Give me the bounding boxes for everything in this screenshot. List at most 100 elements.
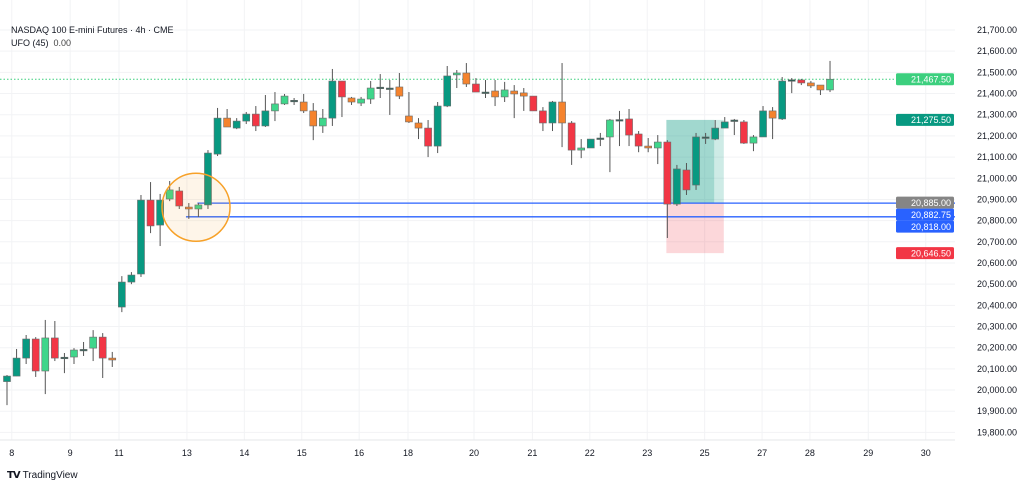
candle-body (204, 152, 212, 206)
candle-body (673, 168, 681, 205)
candle-body (376, 86, 385, 89)
candle-body (146, 199, 155, 227)
candle-body (79, 349, 88, 352)
price-axis-label: 20,300.00 (977, 322, 1017, 332)
candle-body (749, 136, 758, 144)
chart-legend: NASDAQ 100 E-mini Futures · 4h · CME UFO… (11, 24, 174, 50)
indicator-value: 0.00 (53, 38, 72, 48)
time-axis-label: 21 (527, 448, 537, 458)
indicator-name: UFO (45) (11, 38, 49, 48)
entry-price-tag: 20,885.00 (911, 198, 951, 208)
candle-body (271, 103, 279, 112)
horizontal-lines[interactable] (0, 78, 955, 218)
last-price-tag: 21,467.50 (911, 75, 951, 85)
time-axis[interactable]: 8 9 11 13 14 15 16 18 20 21 22 23 25 27 28 29 30 (9, 448, 930, 458)
time-axis-label: 29 (863, 448, 873, 458)
candle-body (452, 72, 461, 76)
candle-body (137, 199, 145, 275)
candle-body (347, 97, 356, 103)
candle-body (127, 274, 136, 283)
candle-body (89, 336, 97, 349)
candle-body (328, 80, 337, 119)
price-axis-label: 21,100.00 (977, 152, 1017, 162)
horizontal-line-tag: 20,818.00 (911, 222, 951, 232)
candle-body (252, 113, 260, 127)
candle-body (740, 121, 748, 144)
last-price-tag-bg (896, 73, 954, 86)
target-price-tag: 21,275.50 (911, 115, 951, 125)
price-axis-label: 21,500.00 (977, 67, 1017, 77)
circle-marker-shape[interactable] (161, 172, 231, 243)
candle-body (797, 79, 806, 84)
price-axis-label: 20,900.00 (977, 194, 1017, 204)
candle-body (816, 84, 825, 91)
candle-body (185, 206, 193, 210)
time-axis-label: 27 (757, 448, 767, 458)
candle-body (22, 338, 30, 359)
candle-body (424, 127, 432, 147)
price-axis-label: 21,400.00 (977, 89, 1017, 99)
horizontal-line-tag-bg (896, 220, 954, 233)
time-axis-label: 20 (469, 448, 479, 458)
candle-body (558, 101, 566, 124)
candle-body (596, 137, 605, 140)
candle-body (366, 87, 375, 100)
chart-grid (0, 0, 955, 441)
candle-body (778, 80, 786, 120)
candle-body (60, 356, 69, 360)
candle-body (12, 357, 21, 377)
candle-body (711, 127, 719, 140)
time-axis-label: 11 (114, 448, 123, 458)
horizontal-line-tag-bg (896, 208, 954, 221)
price-axis[interactable]: 21,700.00 21,600.00 21,500.00 21,400.00 21,3… (977, 25, 1017, 437)
price-axis-label: 20,100.00 (977, 364, 1017, 374)
candle-body (539, 110, 547, 124)
target-price-tag-bg (896, 113, 954, 126)
candle-body (481, 91, 490, 94)
candle-body (615, 119, 624, 122)
price-axis-label: 19,800.00 (977, 427, 1017, 437)
candle-body (405, 115, 413, 123)
indicator-legend[interactable]: UFO (45) 0.00 (11, 37, 174, 50)
candle-body (299, 101, 308, 112)
candle-body (663, 141, 672, 205)
symbol-title[interactable]: NASDAQ 100 E-mini Futures · 4h · CME (11, 25, 174, 35)
tradingview-logo-icon: 𝗧𝗩 (7, 470, 21, 481)
candle-body (3, 375, 11, 382)
price-axis-label: 21,000.00 (977, 173, 1017, 183)
candle-body (653, 141, 662, 149)
candle-body (701, 136, 710, 139)
candles (3, 60, 834, 406)
candle-body (472, 83, 480, 93)
price-axis-label: 21,300.00 (977, 110, 1017, 120)
candle-body (118, 281, 126, 308)
tradingview-logo[interactable]: 𝗧𝗩 TradingView (7, 470, 78, 481)
price-axis-label: 20,800.00 (977, 216, 1017, 226)
time-axis-label: 9 (68, 448, 73, 458)
candle-body (529, 95, 538, 112)
price-axis-label: 20,700.00 (977, 237, 1017, 247)
candle-body (625, 118, 633, 136)
stop-loss-zone[interactable] (666, 202, 724, 254)
candle-body (519, 92, 528, 97)
candle-body (395, 86, 404, 97)
time-axis-label: 25 (700, 448, 710, 458)
candle-body (108, 357, 117, 361)
candle-body (242, 113, 251, 122)
candle-body (213, 117, 222, 155)
candle-body (232, 120, 241, 129)
stop-price-tag-bg (896, 247, 954, 260)
candle-body (500, 89, 509, 98)
price-axis-label: 20,200.00 (977, 343, 1017, 353)
candle-body (280, 95, 289, 105)
circle-marker[interactable] (161, 172, 231, 243)
profit-zone-remaining[interactable] (714, 119, 724, 203)
time-axis-label: 13 (182, 448, 192, 458)
candle-body (443, 75, 452, 107)
candle-body (156, 199, 164, 226)
candle-body (606, 119, 614, 138)
candle-body (290, 100, 298, 103)
candle-body (385, 87, 394, 90)
candle-body (759, 110, 767, 138)
